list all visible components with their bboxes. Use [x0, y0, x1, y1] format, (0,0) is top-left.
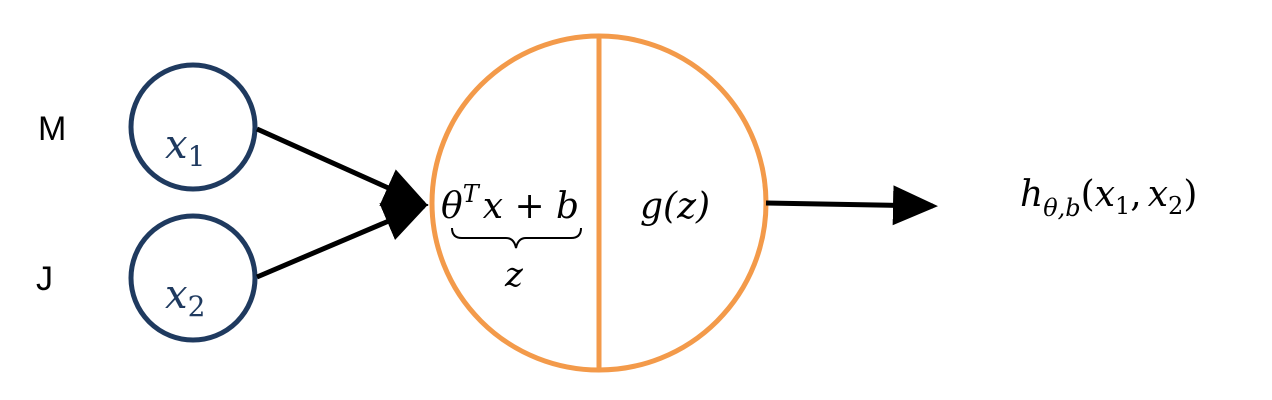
activation-expression: g(z)	[640, 186, 710, 227]
input-node-x1-label: x1	[165, 122, 205, 173]
input-node-x2	[128, 213, 258, 343]
linear-expression: θT x + b	[441, 180, 579, 227]
output-hypothesis: hθ,b(x1, x2)	[1020, 174, 1197, 222]
arrow-x2-to-neuron	[256, 203, 429, 280]
underbrace	[451, 227, 582, 249]
arrow-x1-to-neuron	[255, 126, 429, 207]
row-label-m: M	[38, 110, 66, 148]
input-node-x1	[128, 62, 258, 192]
row-label-j: J	[36, 260, 53, 298]
input-node-x2-label: x2	[165, 272, 205, 323]
arrow-neuron-to-output	[765, 185, 938, 226]
z-label: z	[504, 255, 524, 295]
